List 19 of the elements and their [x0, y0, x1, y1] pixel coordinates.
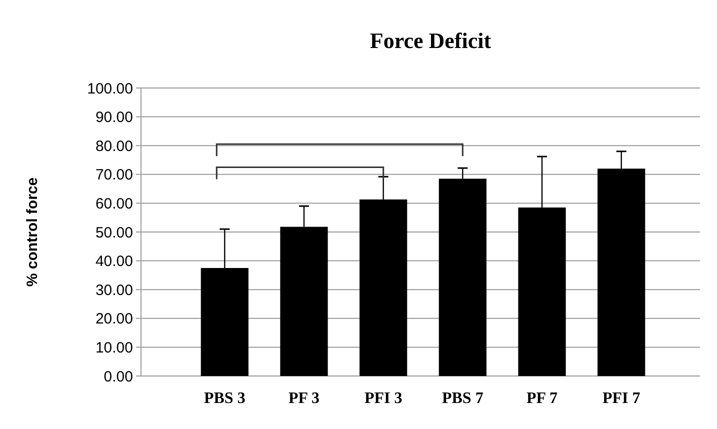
y-tick-label: 60.00: [95, 195, 133, 212]
y-tick-label: 80.00: [95, 138, 133, 155]
x-tick-label: PFI 3: [364, 390, 402, 407]
y-tick-label: 20.00: [95, 310, 133, 328]
x-tick-label: PF 3: [288, 390, 320, 407]
y-tick-label: 10.00: [95, 339, 133, 356]
x-tick-label: PBS 7: [442, 390, 484, 407]
x-tick-label: PF 7: [526, 390, 558, 407]
y-tick-label: 70.00: [95, 166, 133, 184]
x-tick-label: PBS 3: [204, 390, 246, 407]
y-tick-label: 50.00: [95, 224, 133, 242]
y-tick-label: 0.00: [104, 368, 133, 386]
y-tick-label: 90.00: [95, 109, 133, 126]
x-tick-label: PFI 7: [602, 390, 640, 407]
y-tick-label: 30.00: [95, 282, 133, 299]
y-tick-label: 100.00: [87, 80, 133, 98]
y-tick-label: 40.00: [95, 253, 133, 270]
y-axis-title: % control force: [24, 177, 41, 287]
chart-title: Force Deficit: [370, 28, 492, 53]
